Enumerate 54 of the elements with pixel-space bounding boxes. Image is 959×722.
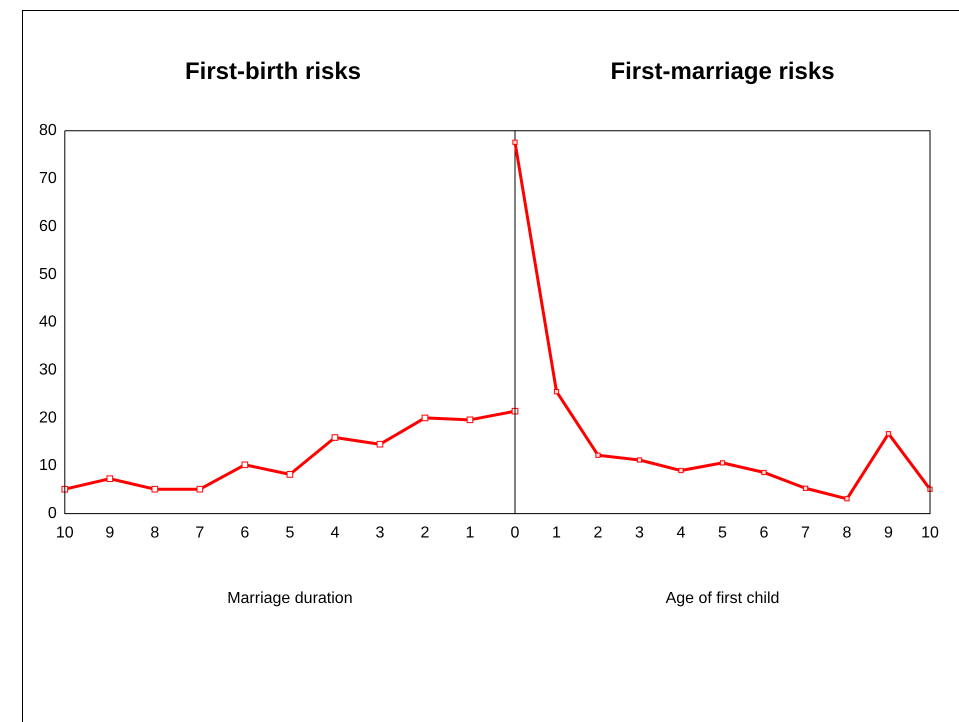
point [720, 460, 726, 466]
x-tick-label: 2 [420, 524, 430, 542]
x-tick-label: 4 [676, 524, 686, 542]
point [678, 468, 684, 474]
point [422, 414, 428, 422]
x-tick-label: 9 [105, 524, 114, 542]
point [376, 440, 384, 448]
point [332, 434, 338, 441]
x-tick-label: 7 [195, 524, 204, 542]
point [512, 408, 518, 415]
x-tick-label: 6 [760, 524, 769, 542]
x-tick-label: 10 [921, 524, 939, 542]
y-tick-label: 40 [39, 314, 57, 331]
x-tick-label: 4 [330, 524, 340, 542]
point [802, 486, 808, 491]
x-tick-label: 0 [510, 524, 520, 542]
x-tick-label: 8 [842, 524, 852, 542]
point [636, 457, 642, 463]
chart-title: First-marriage risks [610, 58, 835, 86]
point [761, 470, 767, 476]
y-tick-label: 60 [39, 218, 57, 235]
x-tick-label: 3 [375, 524, 384, 542]
x-tick-label: 10 [56, 524, 74, 542]
y-tick-label: 20 [39, 409, 57, 426]
point [844, 496, 850, 502]
x-axis-title: Age of first child [666, 590, 780, 607]
y-tick-label: 70 [39, 170, 57, 188]
y-tick-label: 30 [39, 361, 57, 378]
point [512, 140, 518, 145]
point [466, 416, 474, 424]
point [106, 475, 114, 482]
y-tick-label: 10 [39, 457, 57, 474]
y-tick-label: 50 [39, 266, 57, 283]
point [595, 452, 601, 458]
x-tick-label: 9 [884, 524, 894, 542]
x-tick-label: 1 [552, 524, 562, 542]
y-tick-label: 80 [39, 122, 57, 140]
x-tick-label: 5 [718, 524, 728, 542]
x-tick-label: 1 [466, 524, 475, 542]
x-tick-label: 8 [150, 524, 160, 542]
chart-title: First-birth risks [184, 58, 362, 86]
x-tick-label: 5 [285, 524, 294, 542]
x-tick-label: 6 [240, 524, 250, 542]
x-tick-label: 7 [801, 524, 810, 542]
point [242, 461, 248, 468]
x-tick-label: 3 [635, 524, 644, 542]
point [152, 486, 158, 493]
y-tick-label: 0 [48, 505, 57, 522]
point [554, 388, 560, 394]
point [286, 471, 294, 478]
point [886, 431, 892, 436]
x-tick-label: 2 [594, 524, 603, 542]
x-axis-title: Marriage duration [227, 590, 353, 607]
point [196, 486, 204, 493]
